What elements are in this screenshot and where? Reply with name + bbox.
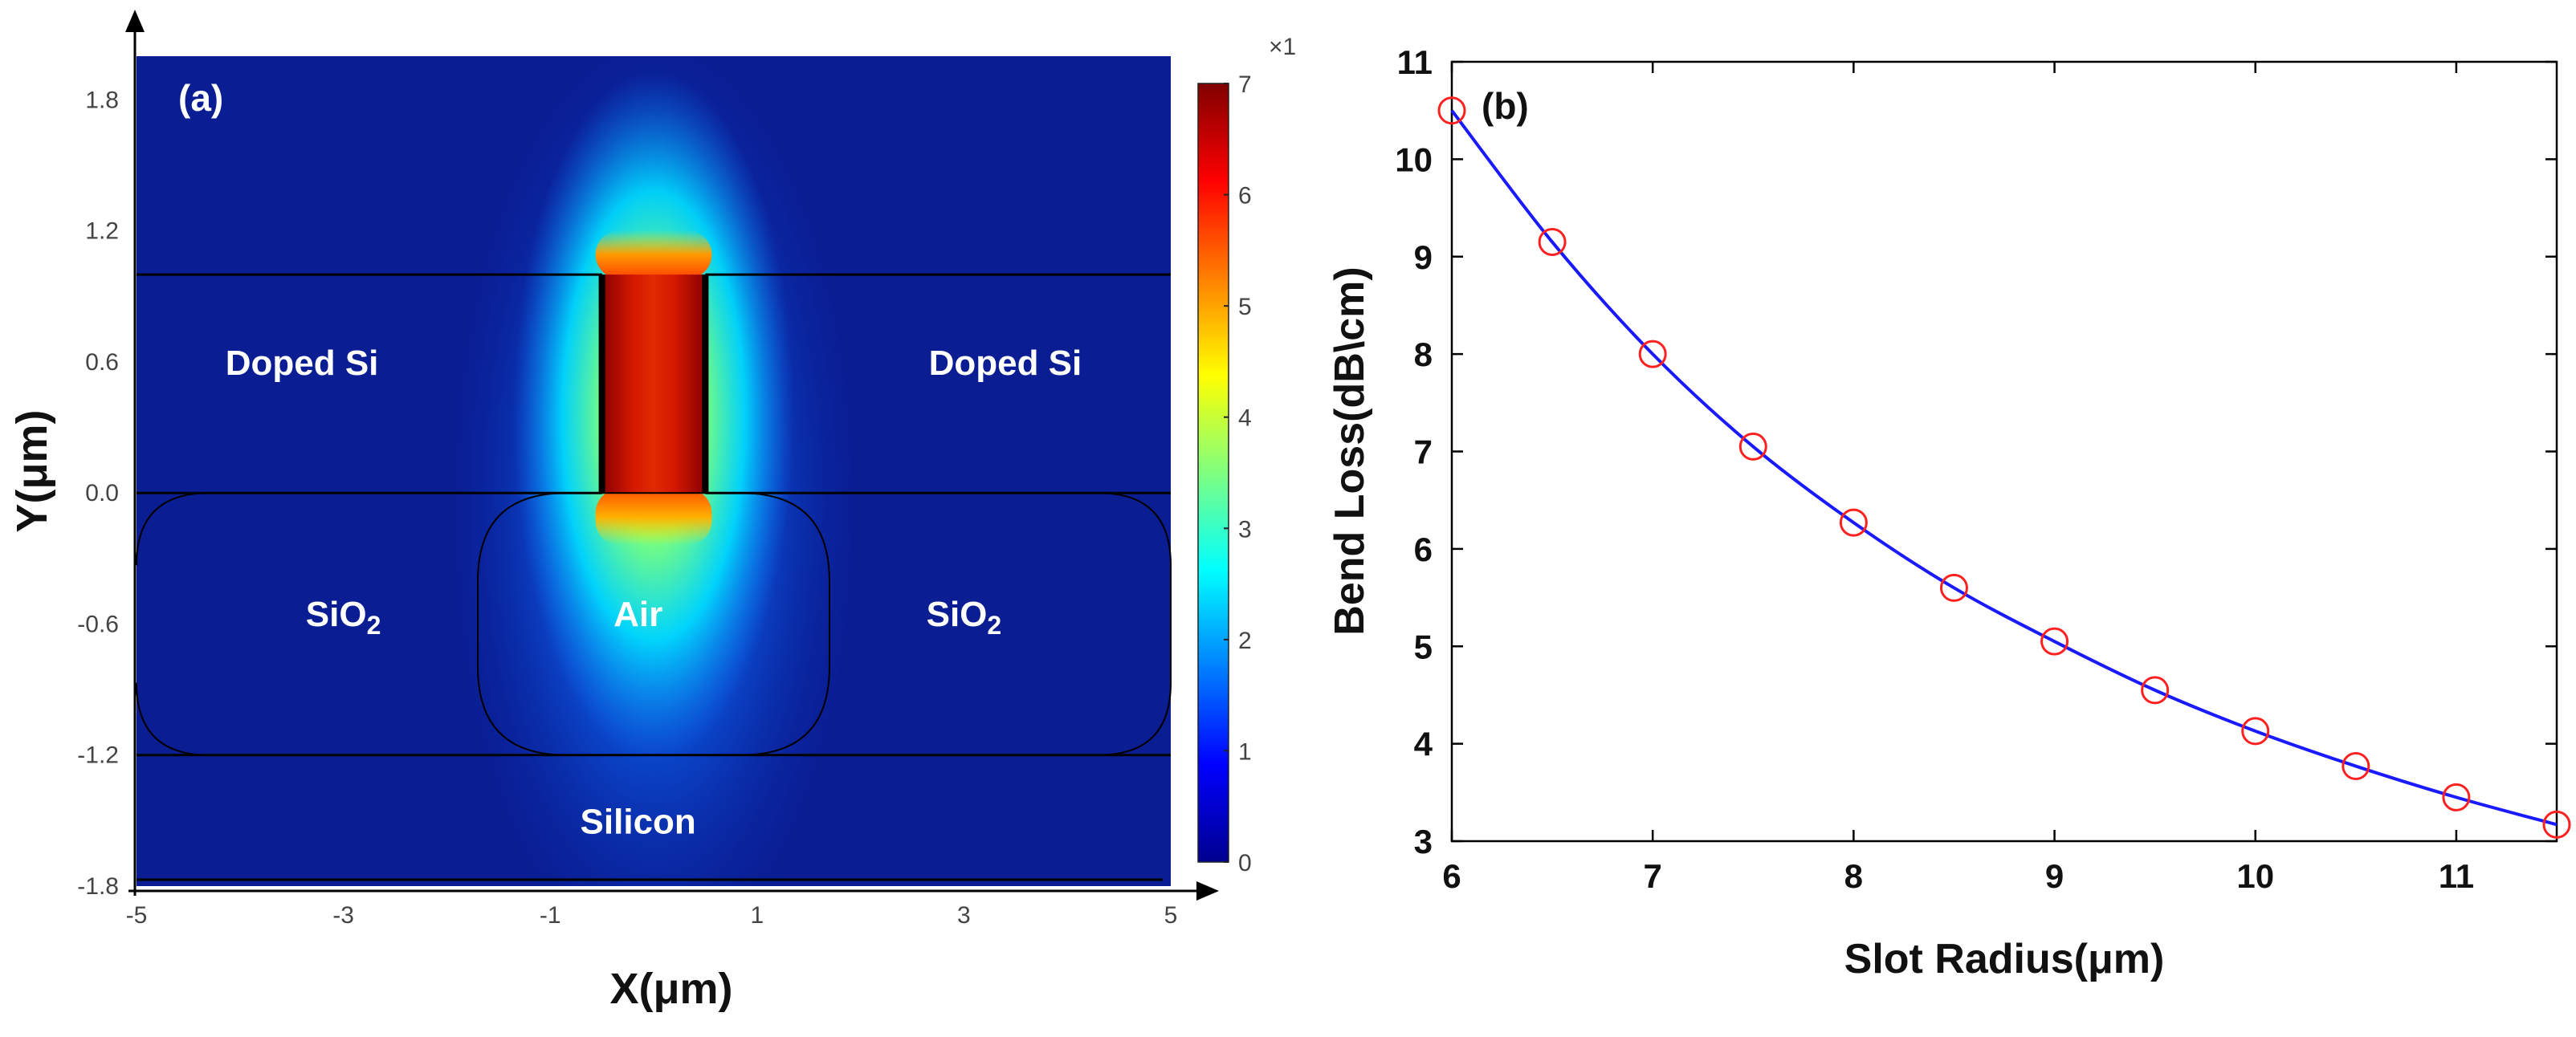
- region-label: Silicon: [581, 802, 696, 841]
- region-label-subscript: 2: [987, 611, 1001, 640]
- data-points: [1437, 96, 2571, 839]
- y-tick-label-a: 1.2: [85, 218, 119, 245]
- colorbar-tick-label: 1: [1238, 738, 1252, 765]
- data-point-marker: [2342, 752, 2370, 781]
- data-point-marker: [1538, 228, 1567, 257]
- data-point-marker: [2442, 783, 2471, 811]
- field-intensity: [437, 56, 870, 886]
- region-label: SiO2: [927, 595, 1002, 640]
- y-axis-label-b: Bend Loss(dB\cm): [1327, 266, 1373, 635]
- y-tick-label-a: -1.8: [77, 873, 119, 900]
- axes-a: -5 -3 -1 1 3 5 1.8 1.2 0.6 0.0 -0.6 -1.2 -1.8: [77, 10, 1219, 929]
- x-axis-label-b: Slot Radius(μm): [1844, 936, 2165, 982]
- region-label: Air: [613, 595, 662, 634]
- x-tick-label-a: -5: [126, 902, 148, 929]
- y-tick-label-a: 1.8: [85, 87, 119, 113]
- data-point-marker: [1437, 96, 1466, 125]
- y-tick-label-a: 0.6: [85, 349, 119, 376]
- colorbar-tick-label: 4: [1238, 405, 1252, 432]
- y-tick-label-b: 7: [1414, 433, 1433, 471]
- x-tick-label-a: 3: [957, 902, 971, 929]
- y-tick-label-b: 8: [1414, 336, 1433, 373]
- axes-b: 6 7 8 9 10 11 3 4 5 6 7 8 9 10 11: [1395, 43, 2557, 895]
- x-axis-label-a: X(μm): [609, 965, 732, 1013]
- panel-a-label: (a): [178, 77, 223, 119]
- x-tick-label-b: 6: [1442, 857, 1461, 895]
- colorbar-tick-label: 0: [1238, 850, 1252, 876]
- colorbar-gradient: [1197, 83, 1229, 863]
- y-axis-label-a: Y(μm): [8, 409, 56, 532]
- y-axis-arrow-icon: [125, 10, 145, 32]
- x-tick-label-a: -1: [540, 902, 561, 929]
- y-tick-label-a: 0.0: [85, 480, 119, 506]
- data-point-marker: [1738, 432, 1767, 461]
- slot-field: [601, 274, 706, 494]
- y-tick-label-b: 9: [1414, 238, 1433, 276]
- colorbar-tick-label: 3: [1238, 516, 1252, 543]
- sio2-left-outline: [136, 492, 210, 756]
- x-tick-label-b: 8: [1844, 857, 1863, 895]
- y-tick-label-b: 11: [1397, 43, 1433, 81]
- colorbar-tick-label: 5: [1238, 294, 1252, 320]
- colorbar-tick-label: 2: [1238, 628, 1252, 654]
- colorbar-tick-label: 6: [1238, 183, 1252, 209]
- data-point-marker: [2241, 717, 2270, 746]
- data-point-marker: [2542, 810, 2571, 839]
- region-label-subscript: 2: [367, 611, 381, 640]
- structure-outlines: [136, 273, 1172, 881]
- y-tick-label-a: -1.2: [77, 742, 119, 769]
- x-axis-arrow-icon: [1196, 881, 1219, 901]
- y-tick-label-a: -0.6: [77, 611, 119, 637]
- data-point-marker: [2141, 676, 2170, 705]
- x-tick-label-b: 7: [1644, 857, 1662, 895]
- x-tick-label-b: 11: [2439, 857, 2474, 895]
- x-tick-label-b: 9: [2045, 857, 2064, 895]
- field-cap-bottom: [595, 489, 712, 546]
- x-tick-label-b: 10: [2236, 857, 2274, 895]
- y-tick-label-b: 5: [1414, 628, 1433, 665]
- colorbar-scale-label: ×1: [1269, 34, 1296, 60]
- y-tick-label-b: 6: [1414, 531, 1433, 568]
- y-tick-label-b: 3: [1414, 823, 1433, 860]
- x-tick-label-a: 1: [750, 902, 764, 929]
- sio2-right-outline: [1098, 492, 1172, 756]
- region-label: Doped Si: [929, 344, 1082, 383]
- colorbar-tick-label: 7: [1238, 71, 1252, 98]
- plot-frame-b: [1450, 60, 2558, 843]
- y-tick-label-b: 4: [1414, 726, 1433, 763]
- data-point-marker: [1638, 340, 1667, 368]
- region-label: Doped Si: [226, 344, 379, 383]
- y-tick-label-b: 10: [1395, 140, 1433, 178]
- data-point-marker: [2040, 627, 2069, 656]
- x-tick-label-a: -3: [332, 902, 354, 929]
- bend-loss-curve: [1450, 109, 2558, 827]
- data-point-marker: [1839, 508, 1868, 537]
- colorbar: 7 6 5 4 3 2 1 0 ×1: [1197, 34, 1296, 876]
- field-cap-top: [595, 230, 712, 279]
- air-region-outline: [477, 492, 830, 756]
- panel-b-label: (b): [1482, 85, 1529, 127]
- x-tick-label-a: 5: [1164, 902, 1178, 929]
- data-point-marker: [1939, 573, 1968, 602]
